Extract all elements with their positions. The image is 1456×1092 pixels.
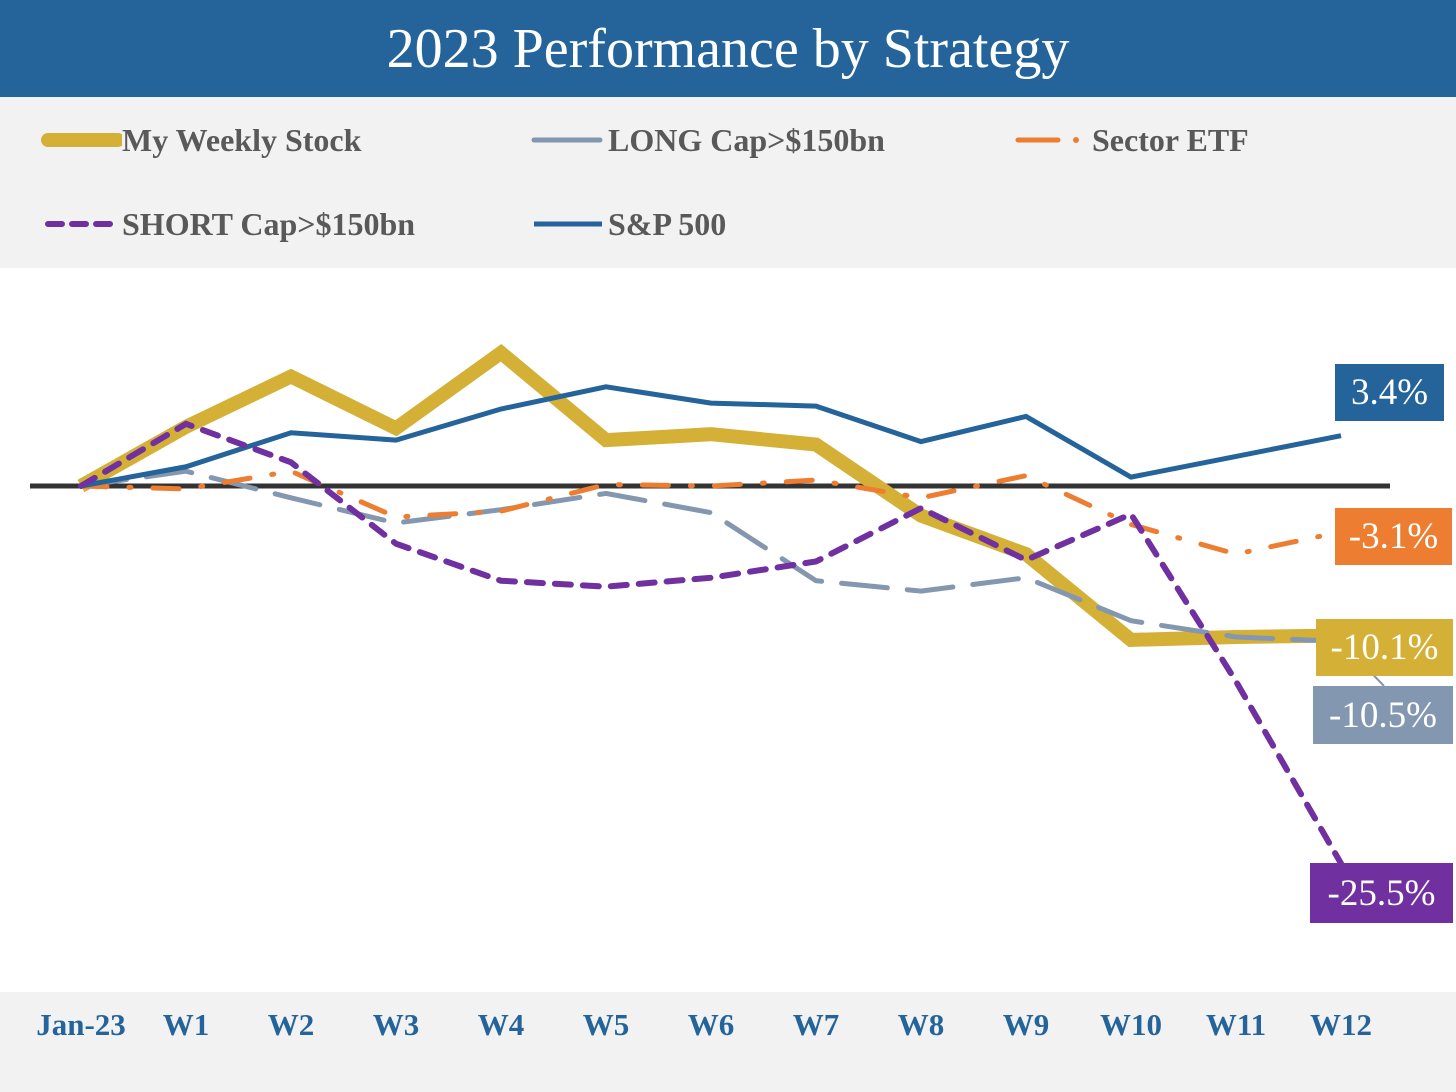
x-tick-label: W6 <box>687 1007 735 1042</box>
x-tick-label: W9 <box>1002 1007 1050 1042</box>
legend-item-sp500: S&P 500 <box>528 201 726 247</box>
end-label-long: -10.5% <box>1313 686 1453 744</box>
x-tick-label: Jan-23 <box>36 1007 126 1042</box>
x-tick-label: W11 <box>1205 1007 1267 1042</box>
legend-label: S&P 500 <box>608 205 727 242</box>
x-tick-label: W5 <box>582 1007 630 1042</box>
legend-item-sector-etf: Sector ETF <box>1012 117 1249 163</box>
end-label-sector: -3.1% <box>1335 508 1452 565</box>
x-tick-label: W12 <box>1310 1007 1372 1042</box>
x-tick-label: W1 <box>162 1007 210 1042</box>
end-label-short: -25.5% <box>1310 863 1453 923</box>
chart-title: 2023 Performance by Strategy <box>0 0 1456 97</box>
legend-label: LONG Cap>$150bn <box>608 121 885 158</box>
x-tick-label: W10 <box>1100 1007 1162 1042</box>
plot-area <box>0 268 1456 992</box>
legend-item-my-weekly-stock: My Weekly Stock <box>40 117 361 163</box>
end-label-sp500: 3.4% <box>1335 364 1444 421</box>
legend-swatch-long-cap <box>531 137 603 143</box>
legend-item-long-cap: LONG Cap>$150bn <box>528 117 885 163</box>
legend-swatch-sp500 <box>534 221 602 227</box>
x-tick-label: W7 <box>792 1007 840 1042</box>
legend-label: Sector ETF <box>1092 121 1249 158</box>
legend-swatch-sector-etf <box>1015 137 1079 143</box>
legend-swatch-short-cap <box>45 221 119 227</box>
x-tick-label: W8 <box>897 1007 945 1042</box>
x-tick-label: W2 <box>267 1007 315 1042</box>
legend-item-short-cap: SHORT Cap>$150bn <box>40 201 415 247</box>
x-axis-band <box>0 992 1456 1092</box>
x-tick-label: W3 <box>372 1007 420 1042</box>
chart-legend: My Weekly Stock LONG Cap>$150bn Sector E… <box>0 97 1456 268</box>
legend-label: SHORT Cap>$150bn <box>122 205 416 242</box>
end-label-weekly: -10.1% <box>1316 619 1453 676</box>
x-tick-label: W4 <box>477 1007 525 1042</box>
legend-swatch-my-weekly-stock <box>41 133 122 147</box>
legend-label: My Weekly Stock <box>122 121 362 158</box>
